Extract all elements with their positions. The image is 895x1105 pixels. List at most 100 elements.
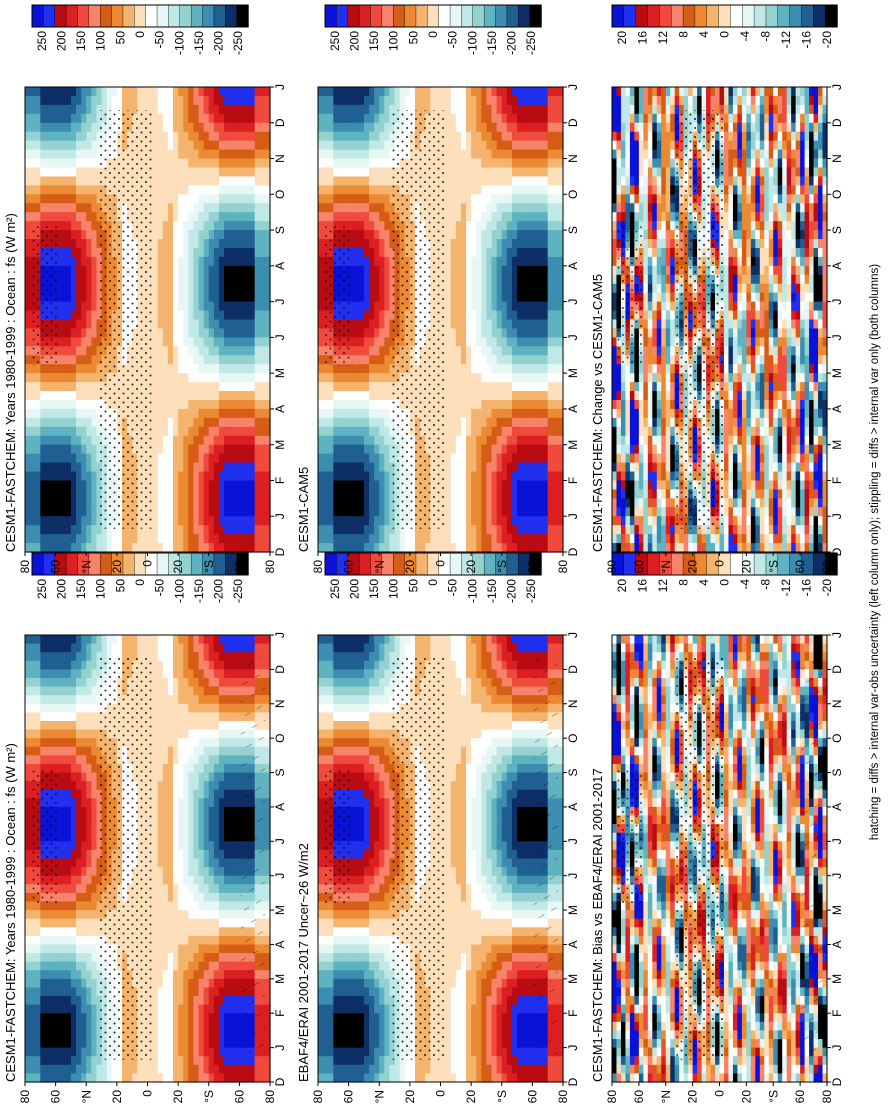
- heatmap-cell: [50, 417, 57, 428]
- heatmap-cell: [249, 1073, 256, 1083]
- heatmap-cell: [234, 355, 240, 365]
- heatmap-cell: [86, 875, 92, 885]
- heatmap-cell: [50, 763, 57, 774]
- heatmap-cell: [224, 935, 230, 946]
- heatmap-cell: [55, 996, 62, 1006]
- heatmap-cell: [188, 221, 195, 231]
- heatmap-cell: [157, 892, 164, 903]
- heatmap-cell: [188, 910, 195, 920]
- heatmap-cell: [50, 471, 57, 482]
- heatmap-cell: [208, 652, 215, 662]
- heatmap-cell: [162, 772, 169, 782]
- heatmap-cell: [239, 203, 246, 213]
- heatmap-cell: [193, 858, 200, 868]
- heatmap-cell: [218, 686, 225, 696]
- heatmap-cell: [162, 669, 169, 679]
- heatmap-cell: [203, 247, 210, 258]
- heatmap-cell: [188, 806, 195, 817]
- heatmap-cell: [167, 643, 174, 653]
- heatmap-cell: [234, 292, 240, 303]
- heatmap-cell: [178, 987, 184, 997]
- heatmap-cell: [30, 1064, 36, 1075]
- heatmap-cell: [208, 635, 215, 645]
- heatmap-cell: [234, 95, 240, 106]
- heatmap-cell: [244, 498, 251, 508]
- heatmap-cell: [91, 391, 98, 401]
- heatmap-cell: [167, 806, 174, 817]
- heatmap-cell: [178, 426, 184, 437]
- heatmap-cell: [203, 815, 210, 825]
- heatmap-cell: [224, 1021, 230, 1032]
- heatmap-cell: [91, 319, 98, 330]
- heatmap-cell: [70, 194, 77, 204]
- heatmap-cell: [178, 346, 184, 356]
- heatmap-cell: [218, 695, 225, 705]
- heatmap-cell: [249, 113, 256, 124]
- heatmap-cell: [249, 274, 256, 285]
- heatmap-cell: [193, 131, 200, 142]
- heatmap-cell: [86, 1021, 92, 1032]
- heatmap-cell: [50, 113, 57, 124]
- heatmap-cell: [173, 543, 179, 553]
- month-tick-label: A: [273, 940, 287, 948]
- heatmap-cell: [173, 87, 179, 97]
- heatmap-cell: [60, 301, 67, 312]
- heatmap-cell: [60, 910, 67, 920]
- heatmap-cell: [264, 772, 271, 782]
- heatmap-cell: [259, 203, 266, 213]
- heatmap-cell: [173, 256, 179, 267]
- heatmap-cell: [70, 867, 77, 877]
- heatmap-cell: [203, 841, 210, 851]
- heatmap-cell: [193, 669, 200, 679]
- heatmap-cell: [162, 471, 169, 482]
- heatmap-cell: [183, 265, 189, 276]
- heatmap-cell: [25, 755, 31, 765]
- heatmap-cell: [162, 970, 169, 980]
- heatmap-cell: [167, 230, 174, 240]
- heatmap-cell: [229, 480, 235, 490]
- heatmap-cell: [229, 978, 235, 989]
- heatmap-cell: [188, 462, 195, 473]
- heatmap-cell: [157, 669, 164, 679]
- heatmap-cell: [208, 417, 215, 428]
- heatmap-cell: [178, 1064, 184, 1075]
- heatmap-cell: [25, 652, 31, 662]
- heatmap-cell: [167, 1004, 174, 1014]
- heatmap-cell: [55, 167, 62, 178]
- heatmap-cell: [224, 867, 230, 877]
- heatmap-cell: [167, 167, 174, 178]
- heatmap-cell: [213, 462, 220, 473]
- heatmap-cell: [86, 471, 92, 482]
- heatmap-cell: [162, 1047, 169, 1057]
- heatmap-cell: [25, 677, 31, 688]
- heatmap-cell: [65, 746, 72, 756]
- heatmap-cell: [264, 841, 271, 851]
- heatmap-cell: [152, 781, 159, 791]
- heatmap-cell: [65, 1064, 72, 1075]
- heatmap-cell: [40, 763, 47, 774]
- heatmap-cell: [198, 337, 205, 347]
- heatmap-cell: [208, 1039, 215, 1049]
- heatmap-cell: [239, 113, 246, 124]
- heatmap-cell: [224, 712, 230, 722]
- heatmap-cell: [25, 944, 31, 954]
- heatmap-cell: [234, 444, 240, 455]
- heatmap-cell: [193, 1056, 200, 1066]
- heatmap-cell: [203, 391, 210, 401]
- heatmap-cell: [60, 686, 67, 696]
- heatmap-cell: [45, 399, 52, 410]
- heatmap-cell: [30, 660, 36, 670]
- heatmap-cell: [198, 239, 205, 249]
- heatmap-cell: [70, 858, 77, 868]
- heatmap-cell: [76, 426, 82, 437]
- heatmap-cell: [249, 643, 256, 653]
- heatmap-cell: [91, 686, 98, 696]
- heatmap-cell: [239, 256, 246, 267]
- heatmap-cell: [224, 763, 230, 774]
- heatmap-cell: [224, 543, 230, 553]
- heatmap-cell: [152, 875, 159, 885]
- heatmap-cell: [178, 643, 184, 653]
- heatmap-cell: [70, 203, 77, 213]
- heatmap-cell: [40, 221, 47, 231]
- heatmap-cell: [167, 1064, 174, 1075]
